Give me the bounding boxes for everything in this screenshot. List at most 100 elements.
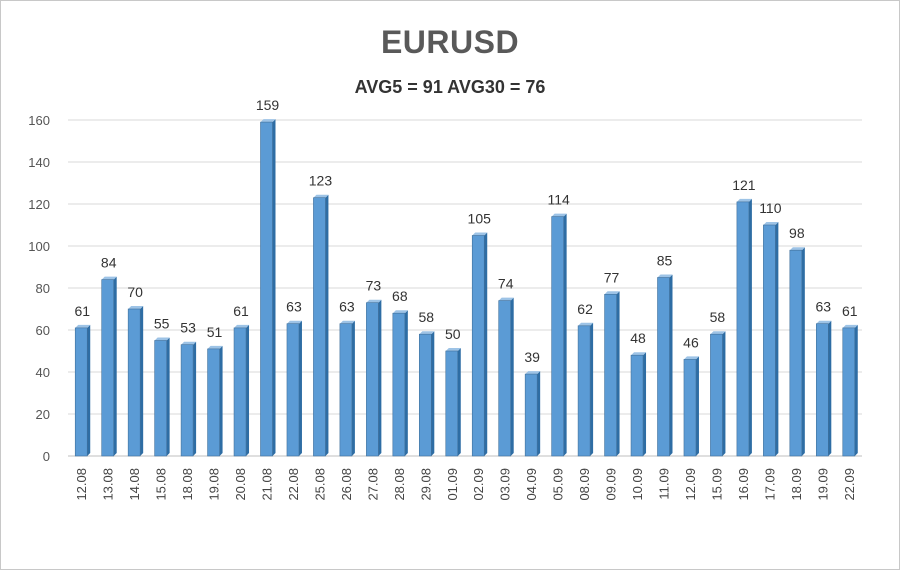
data-label: 85: [657, 253, 673, 269]
bar-top: [842, 324, 858, 328]
bar-top: [154, 337, 170, 341]
bar-side: [431, 331, 435, 456]
bar-top: [657, 274, 673, 278]
y-tick-label: 160: [28, 113, 50, 128]
bar-top: [604, 291, 620, 295]
bar: [445, 350, 459, 457]
bar-side: [193, 341, 197, 456]
data-label: 77: [604, 269, 620, 285]
data-label: 68: [392, 288, 408, 304]
data-label: 61: [842, 303, 858, 319]
x-tick-label: 26.08: [339, 468, 354, 501]
data-label: 121: [732, 177, 756, 193]
bar-top: [498, 297, 514, 301]
bar-14.08: [127, 306, 144, 457]
bar-side: [828, 320, 832, 456]
bar: [260, 121, 273, 457]
x-tick-label: 19.08: [207, 468, 222, 501]
bar-top: [75, 324, 91, 328]
data-label: 46: [683, 334, 699, 350]
bar: [815, 323, 829, 457]
bar-side: [484, 232, 488, 456]
data-label: 98: [789, 225, 805, 241]
bar-top: [551, 213, 567, 217]
bar-top: [339, 320, 355, 324]
bar: [101, 279, 114, 457]
bar-27.08: [366, 299, 382, 457]
bar-side: [457, 348, 461, 456]
bar-side: [801, 247, 805, 456]
bar: [339, 323, 353, 457]
chart-title: EURUSD: [380, 24, 520, 60]
x-tick-label: 09.09: [604, 468, 619, 501]
data-label: 63: [339, 299, 355, 315]
data-label: 74: [498, 276, 514, 292]
bar-17.09: [763, 222, 779, 457]
x-tick-label: 16.09: [736, 468, 751, 501]
bar-01.09: [445, 348, 461, 457]
bar-side: [140, 306, 144, 456]
bar-side: [722, 331, 726, 456]
bar-side: [87, 324, 91, 456]
bar-top: [683, 356, 699, 360]
bar-side: [695, 356, 699, 456]
bar-side: [378, 299, 382, 456]
bar-side: [166, 337, 170, 456]
bar-top: [445, 348, 461, 351]
bar: [180, 344, 194, 457]
bar-top: [286, 320, 302, 324]
bar-02.09: [471, 232, 488, 457]
data-label: 55: [154, 316, 170, 332]
x-tick-label: 22.08: [286, 468, 301, 501]
bar-19.09: [815, 320, 832, 457]
bar-03.09: [498, 297, 514, 457]
bar-top: [578, 322, 594, 326]
bar: [736, 201, 750, 457]
bar-side: [643, 352, 647, 456]
y-tick-label: 40: [36, 365, 50, 380]
bar-side: [219, 345, 223, 456]
bar: [789, 249, 803, 457]
y-axis: 0 20 40 60 80 100 120 140 160: [28, 113, 50, 464]
x-tick-label: 03.09: [498, 468, 513, 501]
bar-top: [234, 324, 250, 328]
bar: [392, 312, 406, 457]
x-tick-label: 21.08: [260, 468, 275, 501]
data-label: 61: [74, 303, 90, 319]
x-tick-label: 05.09: [551, 468, 566, 501]
bar-09.09: [604, 291, 620, 457]
data-label: 110: [759, 200, 782, 216]
bar: [604, 293, 617, 457]
bar-08.09: [577, 322, 594, 457]
data-label: 62: [577, 301, 593, 317]
y-tick-label: 140: [28, 155, 50, 170]
bar-top: [419, 331, 435, 335]
x-tick-label: 01.09: [445, 468, 460, 501]
bar: [127, 308, 141, 457]
bar-side: [563, 213, 567, 456]
x-tick-label: 15.08: [154, 468, 169, 501]
x-tick-label: 11.09: [657, 468, 672, 500]
bar-side: [298, 320, 302, 456]
bars: [74, 119, 858, 457]
data-label: 58: [710, 309, 726, 325]
bar-28.08: [392, 310, 408, 457]
bar: [418, 333, 432, 457]
x-tick-label: 12.08: [74, 468, 89, 501]
bar-22.08: [286, 320, 302, 457]
bar-top: [207, 345, 223, 349]
bar: [313, 197, 326, 457]
data-label: 70: [127, 284, 143, 300]
data-labels: 61 84 70 55 53 51 61 159 63 123 63 73 68 58 50 105 74 39 1…: [74, 97, 857, 365]
bar-side: [590, 322, 594, 456]
bar-top: [631, 352, 647, 356]
y-tick-label: 0: [43, 449, 50, 464]
x-tick-label: 13.08: [101, 468, 116, 501]
gridlines: [68, 119, 862, 457]
x-tick-label: 18.08: [180, 468, 195, 501]
data-label: 159: [256, 97, 280, 113]
bar: [683, 359, 697, 457]
bar-top: [128, 306, 144, 309]
x-axis: 12.08 13.08 14.08 15.08 18.08 19.08 20.08 21.08…: [74, 468, 857, 501]
